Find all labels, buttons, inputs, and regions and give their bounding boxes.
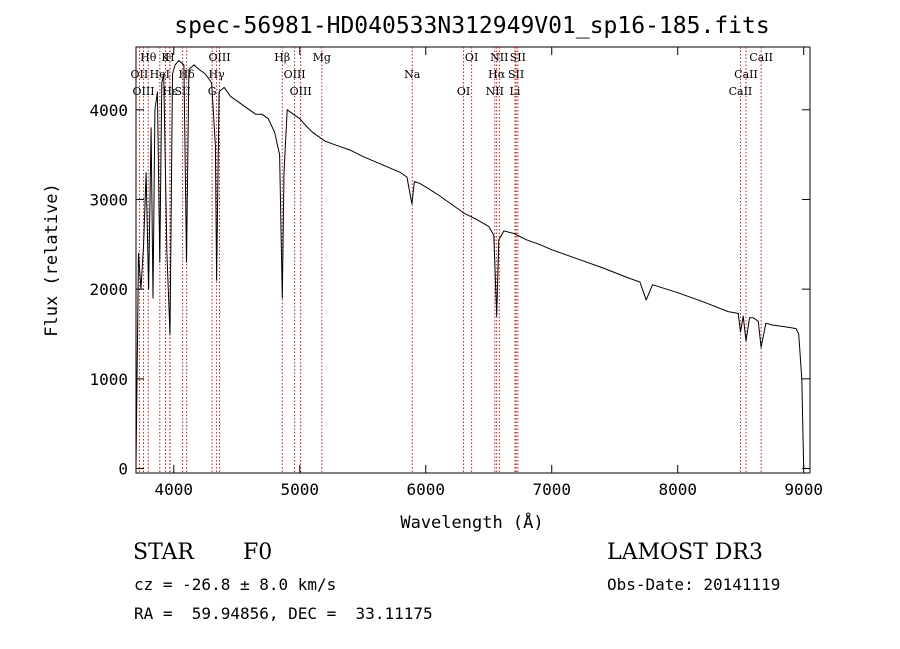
y-tick-label: 1000 bbox=[89, 370, 128, 389]
reference-lines-group bbox=[138, 47, 762, 473]
plot-frame bbox=[135, 46, 811, 474]
x-tick-label: 9000 bbox=[784, 480, 823, 499]
y-axis-ticks: 0 1000 2000 3000 4000 bbox=[89, 101, 810, 479]
survey-name: LAMOST DR3 bbox=[607, 540, 763, 565]
line-label: Na bbox=[404, 68, 421, 81]
line-label: Hγ bbox=[209, 68, 226, 81]
line-label: OIII bbox=[284, 68, 306, 81]
line-label: SII bbox=[508, 68, 524, 81]
line-label: OI bbox=[457, 85, 470, 98]
object-class: STAR bbox=[133, 540, 194, 565]
line-label: K bbox=[161, 51, 170, 64]
chart-title: spec-56981-HD040533N312949V01_sp16-185.f… bbox=[174, 13, 769, 39]
x-tick-label: 5000 bbox=[281, 480, 320, 499]
x-axis-ticks: 4000 5000 6000 7000 8000 9000 bbox=[155, 47, 823, 499]
spectrum-line bbox=[135, 60, 805, 469]
y-tick-label: 4000 bbox=[89, 101, 128, 120]
line-label: OIII bbox=[133, 85, 155, 98]
x-tick-label: 6000 bbox=[406, 480, 445, 499]
line-label: CaII bbox=[729, 85, 753, 98]
line-label: SII bbox=[510, 51, 526, 64]
line-label: H bbox=[165, 51, 175, 64]
line-label: Mg bbox=[313, 51, 331, 64]
line-label: OIII bbox=[208, 51, 230, 64]
line-label: NII bbox=[490, 51, 508, 64]
line-label: OIII bbox=[290, 85, 312, 98]
line-label: Hε bbox=[162, 85, 178, 98]
y-axis-label: Flux (relative) bbox=[42, 183, 62, 337]
line-label: Hδ bbox=[179, 68, 196, 81]
line-label: OI bbox=[465, 51, 478, 64]
line-label: Hθ bbox=[140, 51, 157, 64]
line-label: SII bbox=[174, 85, 190, 98]
line-label: CaII bbox=[749, 51, 773, 64]
x-tick-label: 7000 bbox=[532, 480, 571, 499]
y-tick-label: 2000 bbox=[89, 280, 128, 299]
object-subclass: F0 bbox=[243, 540, 273, 565]
line-labels-group: HθOIIOIIIKHeIHεHHδSIIOIIIHγGHβOIIIOIIIMg… bbox=[131, 51, 773, 98]
y-tick-label: 3000 bbox=[89, 190, 128, 209]
line-label: Li bbox=[510, 85, 521, 98]
redshift-text: cz = -26.8 ± 8.0 km/s bbox=[134, 575, 337, 594]
line-label: OII bbox=[131, 68, 149, 81]
line-label: HeI bbox=[150, 68, 170, 81]
x-axis-label: Wavelength (Å) bbox=[400, 511, 543, 533]
line-label: Hα bbox=[488, 68, 506, 81]
line-label: Hβ bbox=[274, 51, 290, 64]
line-label: NII bbox=[486, 85, 504, 98]
x-tick-label: 4000 bbox=[155, 480, 194, 499]
line-label: CaII bbox=[734, 68, 758, 81]
obs-date: Obs-Date: 20141119 bbox=[607, 575, 781, 594]
y-tick-label: 0 bbox=[118, 460, 128, 479]
x-tick-label: 8000 bbox=[658, 480, 697, 499]
coordinates: RA = 59.94856, DEC = 33.11175 bbox=[134, 604, 433, 623]
